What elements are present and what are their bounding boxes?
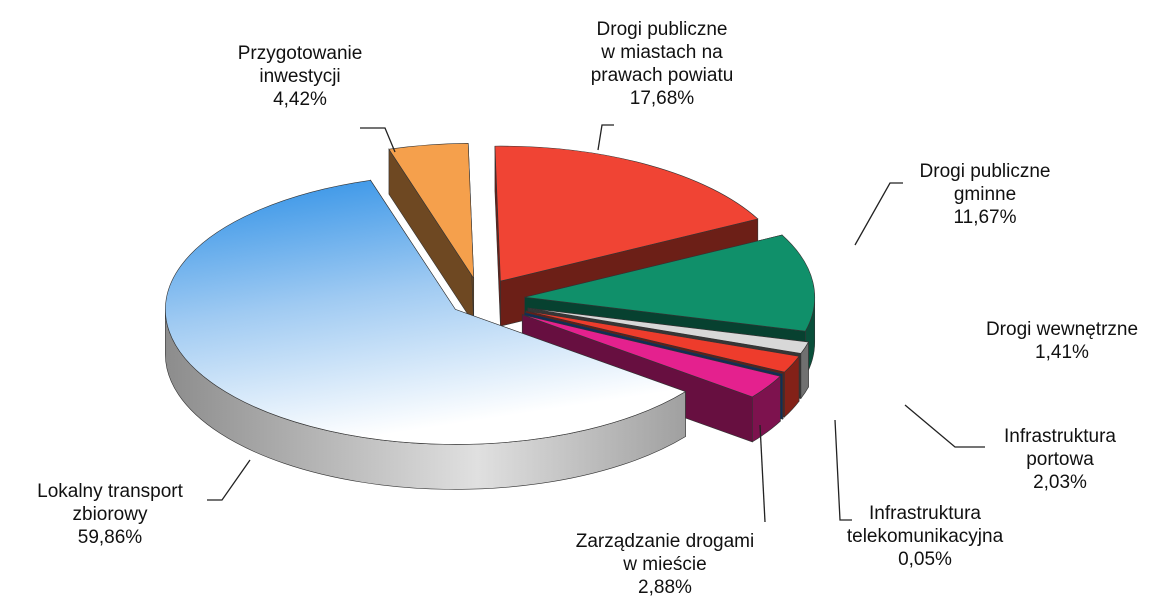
value-label: 2,88% [638, 577, 692, 598]
category-label: Infrastruktura portowa [1004, 426, 1116, 470]
leader-line [854, 182, 903, 246]
category-label: Lokalny transport zbiorowy [37, 481, 183, 525]
category-label: Drogi publiczne gminne [919, 161, 1051, 205]
slice [524, 312, 784, 375]
slice [165, 179, 687, 445]
slice-label: Drogi publiczne gminne 11,67% [920, 160, 1051, 229]
slice [388, 142, 475, 280]
leader-line [207, 459, 251, 501]
slice-label: Infrastruktura telekomunikacyjna 0,05% [847, 502, 1003, 571]
slice-label: Drogi publiczne w miastach na prawach po… [591, 18, 734, 110]
category-label: Drogi wewnętrzne [985, 319, 1139, 340]
slice [525, 310, 800, 373]
category-label: Infrastruktura telekomunikacyjna [846, 503, 1004, 547]
value-label: 0,05% [898, 549, 952, 570]
slice-label: Infrastruktura portowa 2,03% [1004, 425, 1116, 494]
leader-line [904, 404, 985, 448]
value-label: 2,03% [1033, 472, 1087, 493]
slice [522, 314, 781, 398]
slice [494, 145, 759, 282]
slice-label: Zarządzanie drogami w mieście 2,88% [576, 530, 754, 599]
value-label: 11,67% [953, 207, 1017, 228]
slice [524, 234, 816, 332]
leader-line [834, 419, 852, 521]
value-label: 59,86% [77, 527, 143, 548]
leader-line [360, 127, 396, 153]
value-label: 17,68% [629, 88, 695, 109]
value-label: 1,41% [1035, 342, 1089, 363]
category-label: Przygotowanie inwestycji [237, 43, 363, 87]
category-label: Zarządzanie drogami w mieście [575, 531, 755, 575]
leader-line [597, 124, 614, 151]
slice-label: Drogi wewnętrzne 1,41% [986, 318, 1138, 364]
value-label: 4,42% [273, 89, 327, 110]
slice-label: Przygotowanie inwestycji 4,42% [238, 42, 363, 111]
leader-line [759, 424, 766, 523]
slice [527, 307, 809, 354]
category-label: Drogi publiczne w miastach na prawach po… [590, 19, 734, 86]
slice-label: Lokalny transport zbiorowy 59,86% [37, 480, 183, 549]
